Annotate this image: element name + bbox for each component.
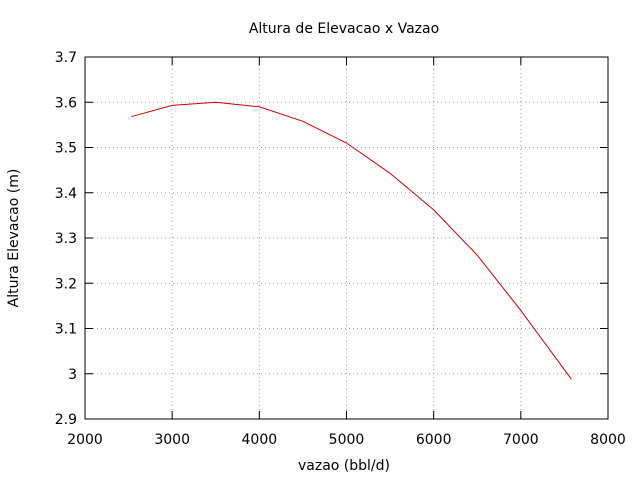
x-tick-label: 6000	[416, 432, 452, 448]
series-line	[131, 101, 572, 380]
x-tick-label: 7000	[503, 432, 539, 448]
x-tick-label: 2000	[67, 432, 103, 448]
x-tick-label: 8000	[590, 432, 626, 448]
x-tick-label: 4000	[242, 432, 278, 448]
y-tick-label: 3.2	[55, 276, 77, 292]
y-tick-label: 3.7	[55, 50, 77, 66]
tick-marks	[84, 56, 609, 420]
y-tick-label: 3	[68, 367, 77, 383]
grid-lines	[85, 57, 608, 419]
y-tick-labels: 2.9 3 3.1 3.2 3.3 3.4 3.5 3.6 3.7	[55, 50, 77, 428]
x-tick-label: 3000	[154, 432, 190, 448]
chart-title: Altura de Elevacao x Vazao	[249, 21, 439, 37]
x-tick-labels: 2000 3000 4000 5000 6000 7000 8000	[67, 432, 626, 448]
y-tick-label: 3.5	[55, 141, 77, 157]
y-tick-label: 3.6	[55, 95, 77, 111]
x-tick-label: 5000	[329, 432, 365, 448]
y-axis-label: Altura Elevacao (m)	[6, 169, 22, 308]
y-tick-label: 3.1	[55, 322, 77, 338]
y-tick-label: 3.4	[55, 186, 77, 202]
series-layer	[131, 101, 572, 380]
y-tick-label: 3.3	[55, 231, 77, 247]
y-tick-label: 2.9	[55, 412, 77, 428]
x-axis-label: vazao (bbl/d)	[298, 458, 390, 474]
